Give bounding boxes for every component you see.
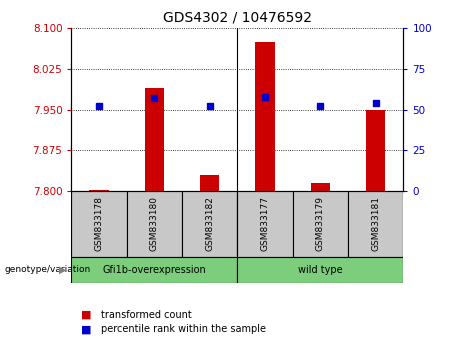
Bar [182,191,237,257]
Bar [89,189,109,191]
Bar [366,110,385,191]
Text: GSM833178: GSM833178 [95,196,104,251]
Text: Gfi1b-overexpression: Gfi1b-overexpression [102,265,207,275]
Bar [200,175,219,191]
Text: percentile rank within the sample: percentile rank within the sample [101,324,266,334]
Bar [348,191,403,257]
Bar [311,183,330,191]
Text: GSM833179: GSM833179 [316,196,325,251]
Text: ■: ■ [81,310,91,320]
Bar [145,88,164,191]
Text: GSM833177: GSM833177 [260,196,270,251]
Text: transformed count: transformed count [101,310,192,320]
Text: GSM833181: GSM833181 [371,196,380,251]
Bar [293,191,348,257]
Bar [255,42,275,191]
Bar [237,257,403,283]
Bar [127,191,182,257]
Text: ■: ■ [81,324,91,334]
Title: GDS4302 / 10476592: GDS4302 / 10476592 [163,10,312,24]
Bar [237,191,293,257]
Text: wild type: wild type [298,265,343,275]
Bar [71,257,237,283]
Text: ▶: ▶ [59,265,66,275]
Text: GSM833180: GSM833180 [150,196,159,251]
Text: GSM833182: GSM833182 [205,196,214,251]
Bar [71,191,127,257]
Text: genotype/variation: genotype/variation [5,266,91,274]
